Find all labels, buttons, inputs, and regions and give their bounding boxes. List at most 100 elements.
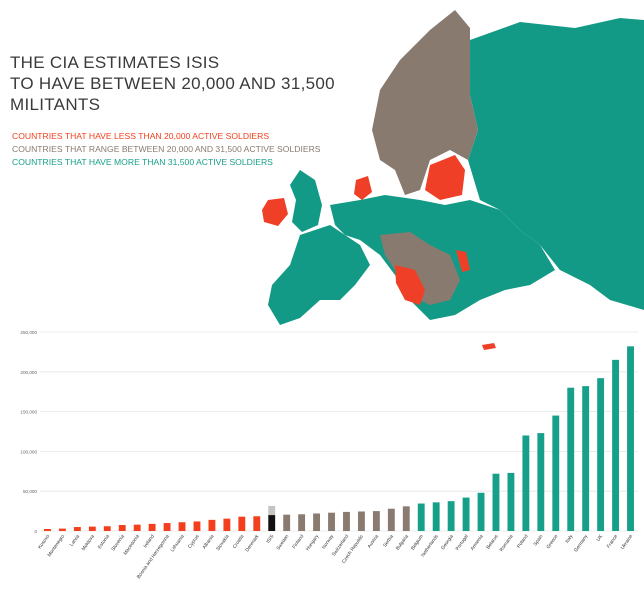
bar-kosovo bbox=[44, 529, 51, 531]
bar-italy bbox=[567, 387, 575, 531]
map-baltics bbox=[425, 155, 465, 200]
bar-denmark bbox=[253, 516, 261, 531]
bar-austria bbox=[372, 511, 380, 531]
x-tick-label: Slovakia bbox=[215, 533, 231, 552]
legend-item-brown: COUNTRIES THAT RANGE BETWEEN 20,000 AND … bbox=[12, 144, 321, 154]
bar-ukraine bbox=[627, 346, 634, 531]
bar-spain bbox=[537, 433, 545, 531]
bar-lithuania bbox=[178, 522, 186, 531]
bar-isis bbox=[268, 515, 276, 531]
x-tick-label: Portugal bbox=[455, 534, 470, 552]
map-scandinavia bbox=[372, 10, 478, 195]
x-tick-label: Italy bbox=[564, 533, 574, 544]
x-tick-label: Albania bbox=[201, 533, 215, 550]
x-tick-label: Estonia bbox=[97, 533, 111, 550]
x-tick-label: Latvia bbox=[69, 533, 81, 547]
bar-cyprus bbox=[193, 521, 201, 531]
bar-romania bbox=[507, 472, 515, 531]
bar-finland bbox=[298, 514, 306, 531]
x-tick-label: Bulgaria bbox=[395, 533, 410, 551]
map-ireland bbox=[262, 198, 288, 226]
x-tick-label: France bbox=[606, 533, 620, 549]
x-tick-label: UK bbox=[596, 533, 605, 543]
bar-croatia bbox=[238, 516, 246, 531]
bar-serbia bbox=[387, 508, 395, 531]
title-line-2: TO HAVE BETWEEN 20,000 AND 31,500 bbox=[10, 74, 335, 93]
bar-ireland bbox=[148, 523, 156, 531]
x-tick-label: Sweden bbox=[275, 533, 290, 551]
bar-isis-range bbox=[268, 505, 276, 516]
europe-map bbox=[262, 10, 644, 350]
title-line-3: MILITANTS bbox=[10, 95, 101, 114]
bar-france bbox=[612, 359, 620, 531]
page-title: THE CIA ESTIMATES ISIS TO HAVE BETWEEN 2… bbox=[10, 52, 340, 115]
x-tick-label: Poland bbox=[516, 533, 530, 549]
y-tick-label: 200,000 bbox=[20, 370, 37, 375]
x-tick-label: Belgium bbox=[410, 534, 425, 552]
bar-montenegro bbox=[58, 528, 66, 531]
bar-sweden bbox=[283, 514, 291, 531]
x-tick-label: Croatia bbox=[232, 533, 246, 549]
x-tick-label: Ireland bbox=[142, 533, 156, 549]
bar-belgium bbox=[417, 503, 425, 531]
map-west-europe bbox=[268, 225, 370, 325]
x-tick-label: Slovenia bbox=[110, 533, 126, 552]
map-moldova bbox=[456, 250, 470, 272]
bar-georgia bbox=[447, 501, 455, 531]
x-tick-label: Belarus bbox=[485, 533, 500, 550]
x-tick-label: Serbia bbox=[382, 533, 395, 548]
map-russia bbox=[468, 18, 644, 310]
bar-slovenia bbox=[118, 525, 126, 531]
map-balkans-brown bbox=[380, 232, 460, 305]
x-tick-label: Kosovo bbox=[37, 533, 51, 550]
x-tick-label: ISIS bbox=[265, 534, 275, 545]
bar-bulgaria bbox=[402, 506, 410, 531]
bar-germany bbox=[582, 386, 590, 531]
bar-armenia bbox=[477, 492, 485, 531]
bar-latvia bbox=[73, 527, 81, 531]
x-tick-label: Hungary bbox=[305, 533, 321, 552]
map-uk bbox=[290, 170, 322, 232]
bar-poland bbox=[522, 435, 530, 531]
bar-macedonia bbox=[133, 524, 141, 531]
bar-uk bbox=[597, 378, 605, 531]
x-tick-label: Austria bbox=[367, 533, 381, 549]
x-tick-label: Denmark bbox=[244, 533, 260, 553]
bar-portugal bbox=[462, 497, 470, 531]
x-tick-label: Finland bbox=[291, 533, 305, 550]
bar-moldova bbox=[88, 526, 96, 531]
bar-hungary bbox=[313, 513, 321, 531]
x-tick-label: Romania bbox=[499, 533, 515, 552]
bar-albania bbox=[208, 519, 216, 531]
bar-switzerland bbox=[343, 511, 350, 531]
x-tick-label: Spain bbox=[533, 533, 545, 547]
map-cyprus bbox=[482, 343, 496, 350]
x-tick-label: Germany bbox=[573, 533, 590, 553]
y-tick-label: 0 bbox=[34, 529, 37, 534]
x-tick-label: Greece bbox=[545, 533, 559, 550]
map-denmark bbox=[354, 176, 372, 200]
bar-bosnia-and-herzegovina bbox=[163, 523, 171, 531]
bar-netherlands bbox=[432, 502, 440, 531]
y-tick-label: 100,000 bbox=[20, 449, 37, 454]
title-line-1: THE CIA ESTIMATES ISIS bbox=[10, 53, 220, 72]
map-balkans-red bbox=[395, 265, 425, 305]
y-tick-label: 50,000 bbox=[23, 489, 37, 494]
bar-greece bbox=[552, 415, 560, 531]
x-tick-label: Cyprus bbox=[187, 533, 201, 549]
legend-item-teal: COUNTRIES THAT HAVE MORE THAN 31,500 ACT… bbox=[12, 157, 273, 167]
y-tick-label: 250,000 bbox=[20, 330, 37, 335]
bar-chart: 0 50,000 100,000 150,000 200,000 250,000 Kosov… bbox=[20, 330, 638, 580]
bar-norway bbox=[328, 512, 335, 531]
legend: COUNTRIES THAT HAVE LESS THAN 20,000 ACT… bbox=[12, 130, 321, 169]
x-tick-label: Moldova bbox=[81, 533, 97, 552]
x-tick-label: Lithuania bbox=[170, 533, 186, 553]
legend-item-red: COUNTRIES THAT HAVE LESS THAN 20,000 ACT… bbox=[12, 131, 270, 141]
x-tick-label: Georgia bbox=[440, 533, 455, 551]
x-tick-label: Armenia bbox=[469, 533, 484, 551]
y-tick-label: 150,000 bbox=[20, 410, 37, 415]
x-tick-label: Norway bbox=[321, 533, 336, 550]
bar-estonia bbox=[103, 526, 111, 531]
x-tick-label: Ukraine bbox=[620, 533, 635, 550]
bar-czech-republic bbox=[357, 511, 365, 531]
